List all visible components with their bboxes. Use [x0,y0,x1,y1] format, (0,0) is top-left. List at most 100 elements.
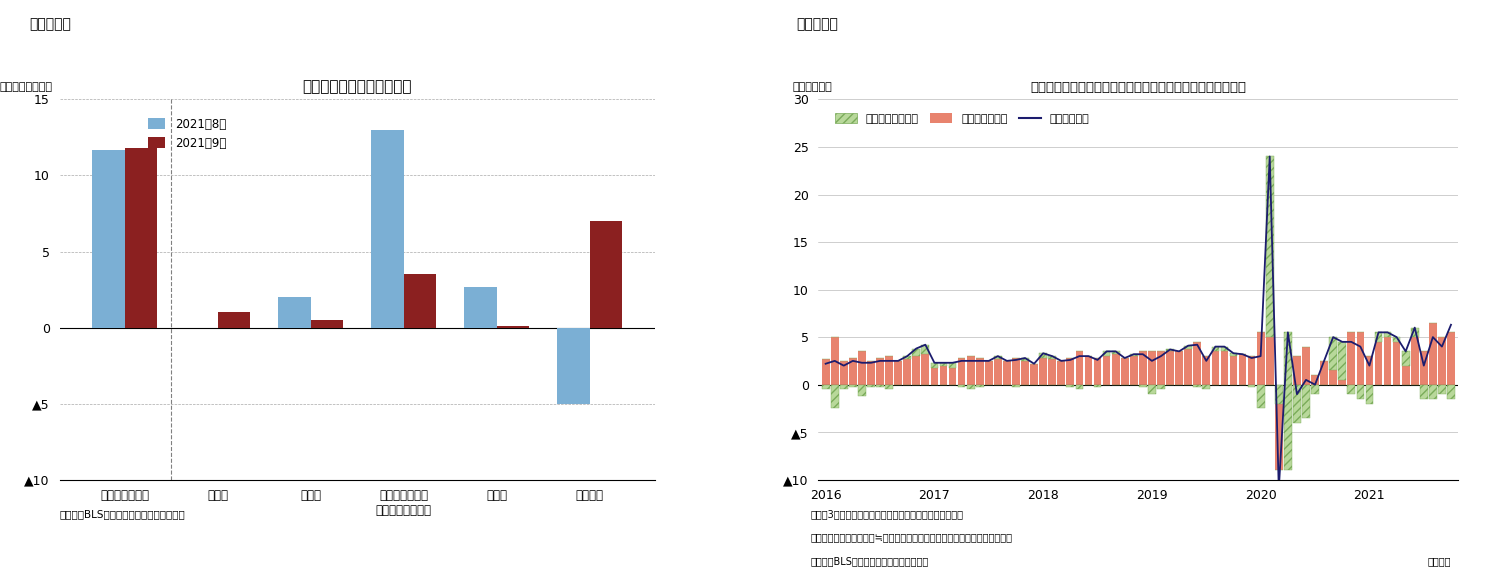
Bar [1293,356,1301,385]
Bar [1329,370,1338,385]
Bar [1058,361,1065,385]
Bar [1012,385,1019,387]
Bar [1428,385,1437,399]
Bar [1437,385,1446,394]
Bar [912,349,920,356]
Bar [859,385,866,396]
Bar [92,150,125,328]
Bar [885,385,893,390]
Bar [1338,342,1347,380]
Bar [557,328,589,404]
Bar [1411,328,1418,337]
Bar [1284,332,1292,470]
Bar [949,367,957,385]
Bar [912,356,920,385]
Bar [1411,337,1418,385]
Bar [1076,352,1083,385]
Bar [868,385,875,387]
Bar [1167,352,1174,385]
Bar [1076,385,1083,390]
Bar [1420,385,1427,399]
Bar [1138,385,1147,387]
Bar [967,385,975,390]
Bar [1049,356,1056,359]
Bar [1302,385,1309,418]
Bar [1366,385,1373,404]
Bar [1284,385,1292,470]
Bar [1448,385,1455,399]
Bar [1338,342,1347,380]
Bar [967,385,975,390]
Bar [1428,385,1437,399]
Bar [311,320,344,328]
Bar [821,385,829,390]
Bar [967,356,975,385]
Bar [1357,385,1364,399]
Bar [1348,385,1356,394]
Bar [1420,385,1427,399]
Bar [903,356,911,359]
Bar [1257,385,1265,408]
Bar [1257,332,1265,385]
Bar [1103,352,1110,356]
Bar [921,345,929,354]
Bar [930,363,939,367]
Bar [1229,353,1238,356]
Bar [1393,337,1400,342]
Bar [876,385,884,387]
Bar [1176,352,1183,385]
Legend: 2021年8月, 2021年9月: 2021年8月, 2021年9月 [143,113,231,154]
Bar [1049,356,1056,359]
Bar [1193,342,1201,385]
Bar [1149,385,1156,394]
Bar [1366,385,1373,404]
Bar [850,358,857,385]
Text: （図表４）: （図表４） [796,18,838,32]
Bar [1039,353,1048,358]
Bar [1184,346,1192,349]
Bar [939,363,948,366]
Bar [839,361,848,385]
Bar [1167,349,1174,352]
Bar [1348,332,1356,385]
Bar [939,363,948,366]
Bar [1229,353,1238,356]
Bar [903,359,911,385]
Bar [1220,346,1228,352]
Bar [1293,385,1301,422]
Bar [1229,356,1238,385]
Bar [1021,358,1028,361]
Bar [1302,346,1309,385]
Bar [1094,358,1101,385]
Title: 民間非農業部門の週当たり賃金伸び率（年率換算、寄与度）: 民間非農業部門の週当たり賃金伸び率（年率換算、寄与度） [1030,81,1247,94]
Text: 週当たり賃金伸び率≒週当たり労働時間伸び率＋時間当たり賃金伸び率: 週当たり賃金伸び率≒週当たり労働時間伸び率＋時間当たり賃金伸び率 [811,532,1013,542]
Bar [830,385,839,408]
Bar [1293,385,1301,422]
Bar [885,385,893,390]
Bar [894,361,902,385]
Bar [589,221,622,328]
Bar [1437,337,1446,385]
Bar [1384,337,1391,385]
Bar [958,385,966,387]
Bar [1021,358,1028,361]
Bar [921,345,929,354]
Bar [1311,385,1318,394]
Bar [1094,385,1101,387]
Bar [1220,352,1228,385]
Bar [876,358,884,385]
Bar [985,361,992,385]
Bar [1284,332,1292,470]
Legend: 週当たり労働時間, 時間当たり賃金, 週当たり賃金: 週当たり労働時間, 時間当たり賃金, 週当たり賃金 [830,109,1094,129]
Bar [1112,354,1119,385]
Bar [1158,385,1165,390]
Bar [976,385,984,387]
Bar [1384,332,1391,337]
Bar [1193,385,1201,387]
Bar [1329,337,1338,370]
Bar [125,148,158,328]
Bar [903,356,911,359]
Text: （注）3カ月後方移動平均後の前月比伸び率（年率換算）: （注）3カ月後方移動平均後の前月比伸び率（年率換算） [811,509,964,519]
Bar [1402,352,1409,366]
Bar [1067,385,1074,387]
